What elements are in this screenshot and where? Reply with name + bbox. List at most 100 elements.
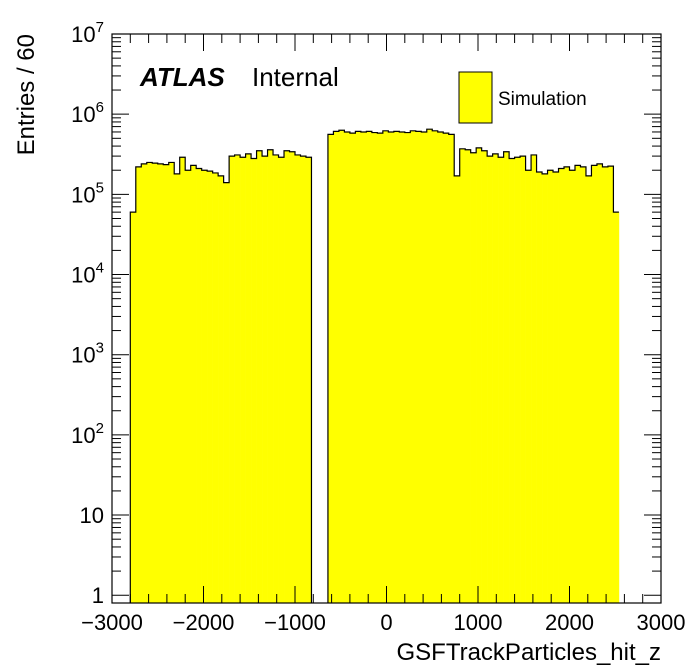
histogram-bin bbox=[602, 166, 609, 603]
histogram-bin bbox=[327, 134, 334, 604]
histogram-bin bbox=[536, 172, 543, 603]
histogram-bin bbox=[201, 170, 208, 603]
y-tick-label: 104 bbox=[71, 260, 104, 288]
y-tick-label: 106 bbox=[71, 99, 104, 127]
histogram-bin bbox=[196, 168, 202, 603]
legend-label: Simulation bbox=[498, 89, 587, 110]
histogram-bin bbox=[481, 150, 488, 604]
histogram-bin bbox=[470, 152, 477, 603]
x-axis-ticks: −3000 −2000 −1000 0 1000 2000 3000 bbox=[81, 34, 685, 635]
histogram-bin bbox=[448, 134, 455, 604]
histogram-bin bbox=[503, 151, 510, 604]
histogram-bin bbox=[393, 131, 400, 603]
histogram-bin bbox=[553, 172, 559, 603]
histogram-bin bbox=[547, 170, 554, 603]
histogram-bin bbox=[278, 157, 285, 603]
histogram-bin bbox=[574, 165, 581, 604]
histogram-bin bbox=[190, 165, 197, 604]
y-tick-label: 105 bbox=[71, 179, 104, 207]
histogram-bin bbox=[399, 131, 406, 603]
histogram-bin bbox=[426, 129, 433, 604]
histogram-bin bbox=[371, 132, 378, 603]
histogram-bin bbox=[174, 173, 181, 603]
x-tick-label: −3000 bbox=[81, 610, 143, 635]
histogram-bin bbox=[344, 131, 351, 603]
histogram-bin bbox=[476, 147, 482, 604]
x-tick-label: 3000 bbox=[637, 610, 686, 635]
legend-swatch bbox=[458, 71, 493, 124]
histogram-bin bbox=[596, 163, 603, 604]
histogram-bin bbox=[415, 131, 422, 603]
histogram-bin bbox=[498, 157, 504, 603]
histogram-bin bbox=[300, 156, 307, 603]
histogram-bin bbox=[168, 162, 175, 603]
histogram-bin bbox=[212, 172, 219, 603]
histogram-bin bbox=[284, 150, 290, 604]
histogram-bin bbox=[410, 130, 417, 603]
histogram-bin bbox=[163, 164, 170, 603]
histogram-bin bbox=[179, 157, 186, 603]
atlas-label: ATLAS bbox=[139, 62, 225, 92]
histogram-bin bbox=[267, 149, 274, 603]
histogram-bin bbox=[289, 151, 296, 604]
x-axis-title: GSFTrackParticles_hit_z bbox=[396, 639, 661, 666]
histogram-bin bbox=[366, 131, 373, 603]
histogram-bin bbox=[569, 170, 576, 603]
histogram-bin bbox=[564, 166, 570, 603]
x-tick-label: 1000 bbox=[454, 610, 503, 635]
histogram-bin bbox=[185, 170, 191, 603]
histogram-bin bbox=[613, 212, 620, 603]
x-tick-label: −2000 bbox=[173, 610, 235, 635]
histogram-bin bbox=[382, 130, 389, 603]
histogram-bin bbox=[349, 133, 356, 603]
histogram-bars bbox=[129, 128, 620, 604]
histogram-bin bbox=[454, 175, 460, 603]
y-tick-label: 103 bbox=[71, 340, 104, 368]
histogram-bin bbox=[207, 171, 213, 604]
histogram-bin bbox=[251, 158, 257, 603]
y-axis-ticks: 1 10 102 103 104 105 106 107 bbox=[71, 19, 661, 608]
y-tick-label: 107 bbox=[71, 19, 104, 47]
histogram-bin bbox=[607, 166, 614, 603]
histogram-bin bbox=[245, 153, 252, 603]
histogram-bin bbox=[305, 157, 312, 603]
histogram-bin bbox=[520, 156, 526, 603]
histogram-bin bbox=[141, 163, 148, 604]
histogram-bin bbox=[234, 154, 241, 604]
histogram-bin bbox=[580, 166, 587, 603]
histogram-bin bbox=[465, 149, 471, 603]
histogram-bin bbox=[338, 130, 345, 603]
histogram-bin bbox=[542, 173, 548, 603]
histogram-bin bbox=[377, 133, 384, 603]
histogram-bin bbox=[130, 212, 137, 603]
histogram-bin bbox=[437, 131, 444, 603]
histogram-bin bbox=[223, 182, 230, 603]
histogram-bin bbox=[585, 175, 592, 603]
histogram-bin bbox=[558, 168, 565, 603]
x-tick-label: −1000 bbox=[264, 610, 326, 635]
histogram-bin bbox=[295, 154, 301, 604]
histogram-bin bbox=[218, 175, 224, 603]
histogram-bin bbox=[229, 156, 235, 603]
histogram-bin bbox=[157, 163, 164, 604]
y-tick-label: 10 bbox=[80, 503, 104, 528]
histogram-bin bbox=[262, 156, 268, 603]
histogram-bin bbox=[360, 131, 367, 603]
histogram-bin bbox=[443, 133, 450, 603]
histogram-bin bbox=[240, 157, 246, 603]
histogram-bin bbox=[135, 166, 142, 603]
x-tick-label: 2000 bbox=[545, 610, 594, 635]
histogram-bin bbox=[591, 165, 598, 604]
histogram-bin bbox=[152, 163, 159, 604]
histogram-bin bbox=[531, 154, 537, 604]
histogram-bin bbox=[525, 170, 532, 603]
histogram-bin bbox=[355, 131, 362, 603]
histogram-bin bbox=[459, 148, 466, 604]
internal-label: Internal bbox=[252, 62, 339, 92]
histogram-bin bbox=[514, 157, 521, 603]
histogram-bin bbox=[421, 131, 428, 603]
histogram-bin bbox=[487, 156, 493, 603]
histogram-bin bbox=[273, 154, 279, 604]
y-tick-label: 102 bbox=[71, 420, 104, 448]
